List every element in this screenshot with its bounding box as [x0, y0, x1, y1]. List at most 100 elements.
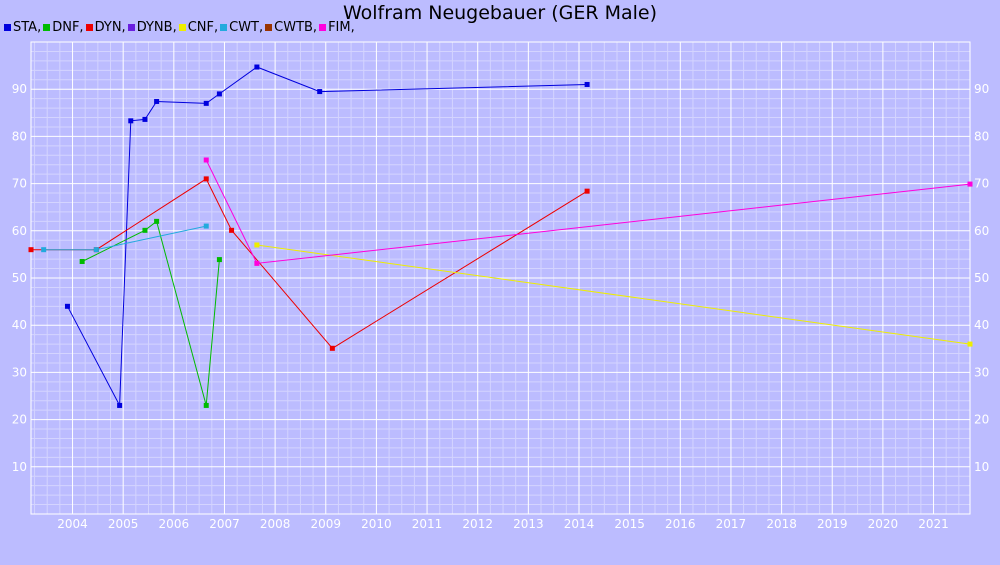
x-tick-label: 2010: [361, 517, 392, 531]
legend-swatch: [4, 24, 11, 31]
series-layer: [28, 64, 973, 408]
data-point-cwt: [203, 223, 209, 229]
legend-label: CWT,: [229, 20, 264, 35]
data-point-sta: [64, 303, 70, 309]
x-tick-label: 2009: [310, 517, 341, 531]
data-point-fim: [967, 181, 973, 187]
x-tick-label: 2012: [462, 517, 493, 531]
data-point-sta: [142, 116, 148, 122]
y-tick-label-left: 50: [12, 271, 27, 285]
legend-swatch: [220, 24, 228, 31]
x-tick-label: 2013: [513, 517, 544, 531]
y-tick-label-left: 30: [12, 365, 27, 379]
x-tick-label: 2021: [918, 517, 949, 531]
x-tick-label: 2011: [412, 517, 443, 531]
y-tick-label-left: 10: [12, 460, 27, 474]
legend-swatch: [319, 24, 327, 31]
data-point-dnf: [142, 227, 148, 233]
legend-label: DNF,: [52, 20, 84, 35]
y-tick-label-right: 10: [974, 460, 989, 474]
data-point-cwt: [93, 247, 99, 253]
legend-swatch: [127, 24, 135, 31]
data-point-sta: [203, 100, 209, 106]
legend-item: DYN,: [85, 20, 126, 35]
data-point-dyn: [203, 176, 209, 182]
y-tick-label-left: 80: [12, 129, 27, 143]
y-tick-label-left: 60: [12, 224, 27, 238]
y-tick-label-left: 20: [12, 413, 27, 427]
data-point-fim: [254, 260, 260, 266]
data-point-cnf: [967, 341, 973, 347]
series-line-sta: [67, 66, 588, 408]
legend-label: DYNB,: [136, 20, 177, 35]
x-tick-label: 2020: [868, 517, 899, 531]
data-point-fim: [203, 157, 209, 163]
x-tick-label: 2015: [614, 517, 645, 531]
series-line-cnf: [256, 244, 971, 345]
data-point-dnf: [79, 258, 85, 264]
legend-swatch: [265, 24, 273, 31]
x-tick-label: 2005: [108, 517, 139, 531]
data-point-cwt: [41, 247, 47, 253]
axes: [30, 41, 971, 515]
data-point-dnf: [154, 218, 160, 224]
legend-item: CNF,: [178, 20, 219, 35]
data-point-sta: [154, 98, 160, 104]
x-tick-label: 2017: [716, 517, 747, 531]
data-point-sta: [216, 91, 222, 97]
legend-swatch: [178, 24, 186, 31]
legend-label: FIM,: [328, 20, 355, 35]
y-tick-label-left: 40: [12, 318, 27, 332]
data-point-sta: [254, 64, 260, 70]
x-tick-label: 2006: [159, 517, 190, 531]
y-tick-label-right: 20: [974, 413, 989, 427]
legend-item: FIM,: [319, 20, 355, 35]
y-tick-label-left: 90: [12, 82, 27, 96]
legend-item: CWTB,: [265, 20, 317, 35]
legend-item: CWT,: [220, 20, 263, 35]
y-tick-label-right: 70: [974, 177, 989, 191]
y-tick-label-right: 60: [974, 224, 989, 238]
legend-label: CWTB,: [274, 20, 318, 35]
legend-item: DNF,: [43, 20, 84, 35]
data-point-dyn: [229, 227, 235, 233]
data-point-dyn: [28, 247, 34, 253]
y-tick-label-right: 80: [974, 129, 989, 143]
data-point-sta: [584, 81, 590, 87]
legend-swatch: [43, 24, 51, 31]
x-tick-label: 2008: [260, 517, 291, 531]
data-point-sta: [117, 402, 123, 408]
legend-item: STA,: [4, 20, 41, 35]
data-point-cnf: [254, 242, 260, 248]
y-tick-label-right: 40: [974, 318, 989, 332]
y-tick-label-left: 70: [12, 177, 27, 191]
y-tick-label-right: 90: [974, 82, 989, 96]
y-tick-label-right: 50: [974, 271, 989, 285]
legend-label: STA,: [13, 20, 42, 35]
data-point-dnf: [216, 257, 222, 263]
legend-label: DYN,: [94, 20, 126, 35]
x-tick-label: 2007: [209, 517, 240, 531]
x-tick-label: 2014: [564, 517, 595, 531]
chart-title: Wolfram Neugebauer (GER Male): [342, 2, 658, 24]
data-point-dyn: [329, 345, 335, 351]
plot-frame: [30, 41, 971, 515]
data-point-dyn: [584, 188, 590, 194]
x-tick-label: 2004: [57, 517, 88, 531]
series-line-dyn: [31, 178, 588, 349]
legend-swatch: [85, 24, 93, 31]
x-tick-label: 2019: [817, 517, 848, 531]
y-tick-label-right: 30: [974, 365, 989, 379]
legend: STA, DNF, DYN, DYNB, CNF, CWT, CWTB, FIM,: [4, 20, 357, 35]
data-point-sta: [128, 118, 134, 124]
data-point-dnf: [203, 402, 209, 408]
major-grid: [31, 42, 970, 514]
x-tick-label: 2018: [766, 517, 797, 531]
x-tick-label: 2016: [665, 517, 696, 531]
legend-label: CNF,: [187, 20, 219, 35]
data-point-sta: [317, 89, 323, 95]
legend-item: DYNB,: [127, 20, 177, 35]
